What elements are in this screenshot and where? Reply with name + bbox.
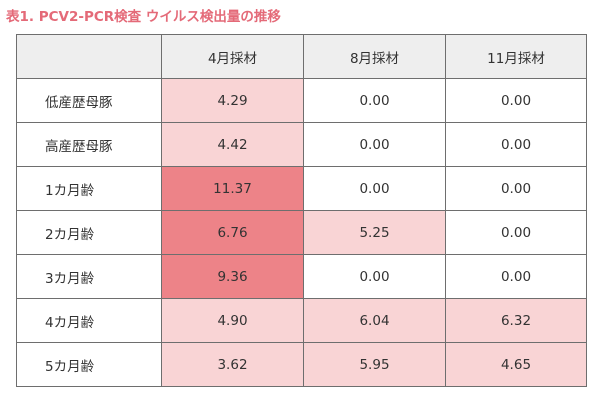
value-cell: 0.00 — [445, 78, 587, 123]
value-cell: 11.37 — [161, 166, 304, 211]
corner-cell — [16, 34, 162, 79]
table-row: 1カ月齢 11.37 0.00 0.00 — [16, 166, 587, 211]
value-cell: 0.00 — [445, 254, 587, 299]
row-label: 5カ月齢 — [16, 342, 162, 387]
value-cell: 4.65 — [445, 342, 587, 387]
row-label: 1カ月齢 — [16, 166, 162, 211]
header-row: 4月採材 8月採材 11月採材 — [16, 34, 587, 79]
table-row: 2カ月齢 6.76 5.25 0.00 — [16, 210, 587, 255]
value-cell: 0.00 — [303, 122, 446, 167]
table-caption: 表1. PCV2-PCR検査 ウイルス検出量の推移 — [6, 9, 281, 25]
row-label: 3カ月齢 — [16, 254, 162, 299]
table-row: 4カ月齢 4.90 6.04 6.32 — [16, 298, 587, 343]
value-cell: 0.00 — [303, 78, 446, 123]
table-row: 高産歴母豚 4.42 0.00 0.00 — [16, 122, 587, 167]
value-cell: 5.95 — [303, 342, 446, 387]
table-row: 5カ月齢 3.62 5.95 4.65 — [16, 342, 587, 387]
value-cell: 0.00 — [445, 210, 587, 255]
value-cell: 0.00 — [303, 254, 446, 299]
value-cell: 0.00 — [303, 166, 446, 211]
value-cell: 4.90 — [161, 298, 304, 343]
column-header-april: 4月採材 — [161, 34, 304, 79]
row-label: 2カ月齢 — [16, 210, 162, 255]
value-cell: 6.76 — [161, 210, 304, 255]
row-label: 高産歴母豚 — [16, 122, 162, 167]
value-cell: 5.25 — [303, 210, 446, 255]
row-label: 低産歴母豚 — [16, 78, 162, 123]
value-cell: 3.62 — [161, 342, 304, 387]
value-cell: 4.29 — [161, 78, 304, 123]
value-cell: 4.42 — [161, 122, 304, 167]
value-cell: 6.32 — [445, 298, 587, 343]
column-header-august: 8月採材 — [303, 34, 446, 79]
row-label: 4カ月齢 — [16, 298, 162, 343]
value-cell: 9.36 — [161, 254, 304, 299]
value-cell: 0.00 — [445, 166, 587, 211]
table-row: 3カ月齢 9.36 0.00 0.00 — [16, 254, 587, 299]
value-cell: 6.04 — [303, 298, 446, 343]
value-cell: 0.00 — [445, 122, 587, 167]
table-row: 低産歴母豚 4.29 0.00 0.00 — [16, 78, 587, 123]
virus-detection-table: 4月採材 8月採材 11月採材 低産歴母豚 4.29 0.00 0.00 高産歴… — [16, 34, 587, 387]
column-header-november: 11月採材 — [445, 34, 587, 79]
